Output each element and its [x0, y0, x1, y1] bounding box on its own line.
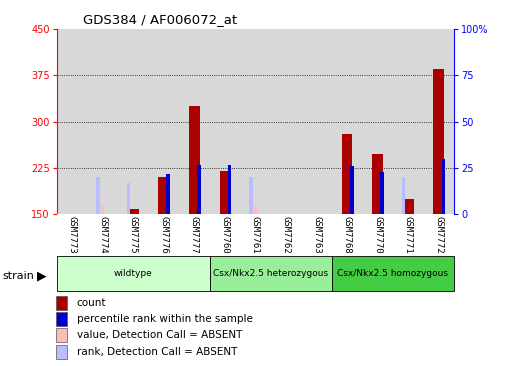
- Text: GSM7776: GSM7776: [159, 216, 168, 254]
- Bar: [403, 199, 414, 214]
- Text: GSM7774: GSM7774: [98, 216, 107, 254]
- Bar: [167, 174, 170, 214]
- Text: strain: strain: [3, 271, 35, 281]
- Text: GSM7762: GSM7762: [282, 216, 291, 254]
- Text: value, Detection Call = ABSENT: value, Detection Call = ABSENT: [76, 330, 242, 340]
- Bar: [127, 183, 131, 214]
- Bar: [189, 106, 200, 214]
- Text: GSM7771: GSM7771: [404, 216, 413, 254]
- Text: GSM7760: GSM7760: [220, 216, 229, 254]
- Bar: [219, 171, 230, 214]
- Bar: [342, 134, 352, 214]
- Bar: [249, 177, 253, 214]
- Bar: [197, 165, 201, 214]
- Text: rank, Detection Call = ABSENT: rank, Detection Call = ABSENT: [76, 347, 237, 357]
- Text: GSM7775: GSM7775: [128, 216, 138, 254]
- FancyBboxPatch shape: [332, 256, 454, 291]
- Text: GSM7773: GSM7773: [68, 216, 76, 254]
- Text: wildtype: wildtype: [114, 269, 153, 278]
- Text: ▶: ▶: [37, 270, 47, 283]
- Bar: [56, 313, 68, 326]
- Bar: [56, 296, 68, 310]
- Bar: [442, 159, 445, 214]
- Bar: [228, 165, 231, 214]
- Bar: [433, 69, 444, 214]
- Text: GSM7761: GSM7761: [251, 216, 260, 254]
- Text: Csx/Nkx2.5 homozygous: Csx/Nkx2.5 homozygous: [337, 269, 448, 278]
- Text: GDS384 / AF006072_at: GDS384 / AF006072_at: [83, 13, 237, 26]
- Text: GSM7772: GSM7772: [434, 216, 443, 254]
- Bar: [402, 177, 406, 214]
- Bar: [373, 154, 383, 214]
- Bar: [128, 209, 138, 214]
- Text: Csx/Nkx2.5 heterozygous: Csx/Nkx2.5 heterozygous: [213, 269, 328, 278]
- Text: percentile rank within the sample: percentile rank within the sample: [76, 314, 252, 324]
- FancyBboxPatch shape: [209, 256, 332, 291]
- Bar: [101, 206, 104, 214]
- Bar: [380, 172, 384, 214]
- Text: GSM7768: GSM7768: [343, 216, 351, 254]
- Bar: [158, 177, 169, 214]
- FancyBboxPatch shape: [57, 256, 209, 291]
- Text: GSM7777: GSM7777: [190, 216, 199, 254]
- Text: GSM7763: GSM7763: [312, 216, 321, 254]
- Bar: [350, 166, 353, 214]
- Bar: [56, 345, 68, 359]
- Bar: [253, 206, 257, 214]
- Text: count: count: [76, 298, 106, 309]
- Text: GSM7770: GSM7770: [373, 216, 382, 254]
- Bar: [96, 177, 100, 214]
- Bar: [56, 328, 68, 342]
